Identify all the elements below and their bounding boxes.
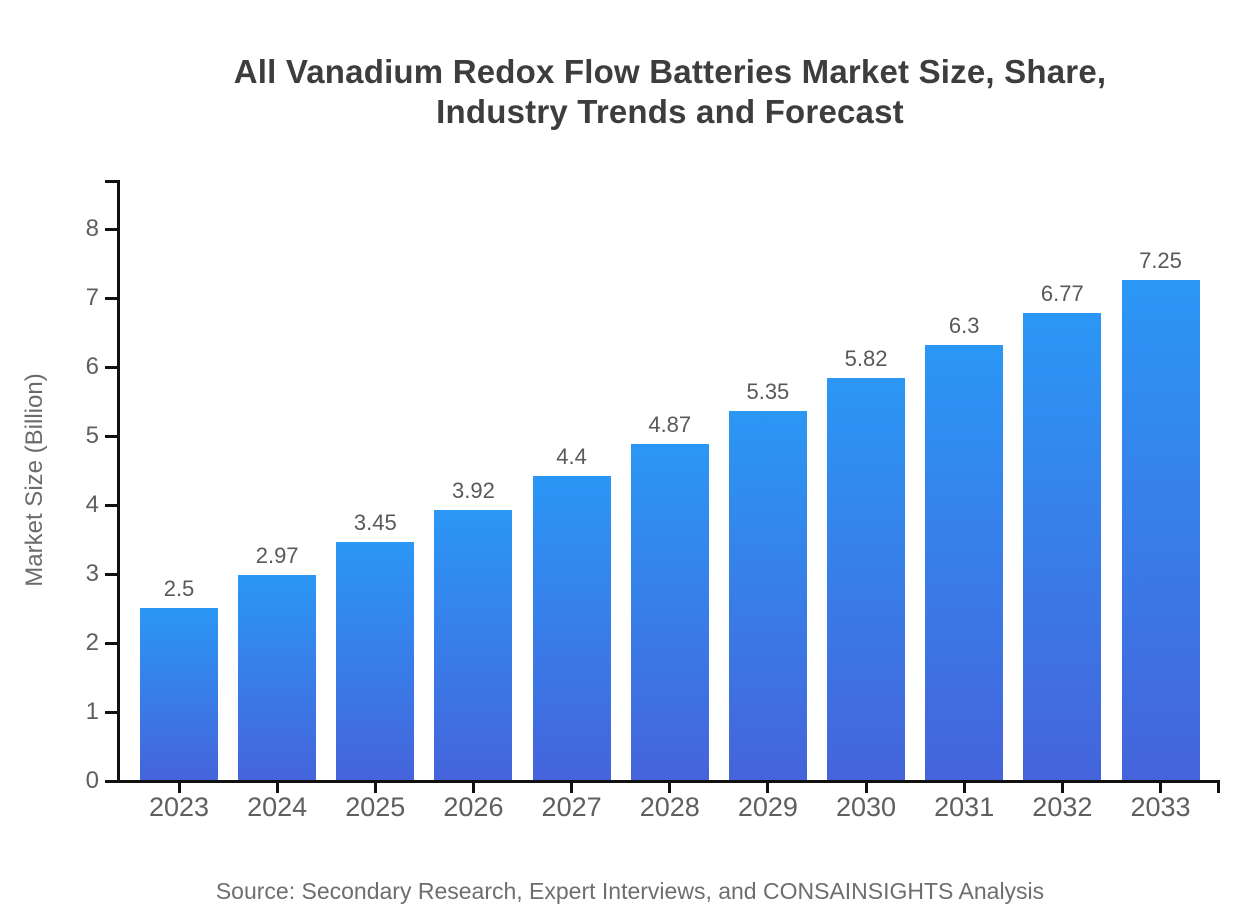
x-tick [766,783,770,793]
bar [140,607,218,780]
bar [1121,279,1200,780]
x-tick [668,783,672,793]
bar [532,476,611,780]
bar-value-label: 4.87 [648,411,692,437]
bar [238,575,317,780]
x-axis-line [117,780,1220,783]
x-tick-label: 2031 [934,792,995,822]
bar-value-label: 3.92 [452,477,495,503]
y-tick-label: 6 [85,353,99,380]
y-axis-line [117,180,120,783]
y-tick-label: 2 [85,629,99,656]
bar [630,443,709,780]
x-tick-label: 2023 [148,792,210,822]
y-tick-label: 8 [85,215,99,242]
x-tick [570,783,574,793]
y-tick [105,711,117,714]
y-tick [105,642,117,645]
source-caption: Source: Secondary Research, Expert Inter… [215,878,1045,904]
x-tick-label: 2032 [1032,792,1093,822]
y-tick-label: 1 [85,698,99,725]
x-tick-label: 2027 [541,792,602,822]
y-tick [105,573,117,576]
y-tick [105,780,117,783]
y-tick-label: 7 [85,284,99,311]
chart-title-line-1: All Vanadium Redox Flow Batteries Market… [233,53,1107,90]
x-tick [471,783,475,793]
bar-value-label: 6.3 [948,313,980,339]
x-tick [1060,783,1064,793]
bar-value-label: 5.35 [746,378,790,404]
x-tick [275,783,279,793]
chart-title: All Vanadium Redox Flow Batteries Market… [130,52,1210,132]
y-tick-label: 3 [85,560,99,587]
x-tick [177,783,181,793]
x-tick-label: 2026 [443,792,504,822]
bar-value-label: 4.4 [556,444,587,470]
bar [925,345,1004,780]
y-tick [105,297,117,300]
x-tick-label: 2029 [737,792,798,822]
bar [336,541,415,780]
x-tick [1159,783,1162,793]
y-tick-label: 0 [85,767,99,794]
x-tick-label: 2025 [345,792,406,822]
bar [827,378,906,780]
y-tick [105,435,117,438]
x-tick [864,783,868,793]
y-tick [105,366,117,369]
y-tick [105,504,117,507]
bar-value-label: 5.82 [844,346,888,372]
x-tick-label: 2033 [1130,792,1191,822]
y-tick [105,228,117,231]
bar-value-label: 3.45 [353,509,397,535]
bar [728,410,807,780]
bar-value-label: 7.25 [1139,247,1182,273]
y-tick-label: 4 [85,491,99,518]
chart-title-line-2: Industry Trends and Forecast [436,93,904,130]
bar-value-label: 2.97 [255,543,299,569]
x-tick [373,783,377,793]
x-axis-end-cap [1217,780,1220,793]
x-tick [962,783,966,793]
x-tick-label: 2028 [639,792,700,822]
bar-value-label: 6.77 [1040,280,1084,306]
bar [1023,312,1102,780]
x-tick-label: 2030 [836,792,897,822]
y-axis-end-cap [105,180,117,183]
y-tick-label: 5 [85,422,99,449]
bar [434,509,513,780]
x-tick-label: 2024 [247,792,308,822]
bar-value-label: 2.5 [163,575,195,601]
